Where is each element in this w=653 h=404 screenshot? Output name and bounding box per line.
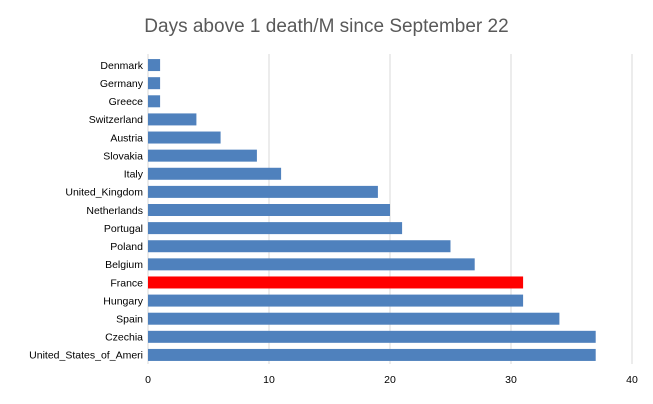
category-label: Spain	[116, 314, 143, 326]
bar-belgium	[148, 258, 475, 271]
category-label: Netherlands	[86, 205, 143, 217]
category-labels: Denmark Germany Greece Switzerland Austria Sl…	[29, 60, 144, 362]
category-label: Germany	[100, 78, 144, 90]
category-label: Portugal	[104, 223, 143, 235]
bar-denmark	[148, 59, 161, 72]
bar-germany	[148, 77, 161, 90]
bar-austria	[148, 131, 221, 144]
bar-czechia	[148, 330, 596, 343]
bar-italy	[148, 167, 282, 180]
bar-netherlands	[148, 204, 390, 216]
bar-hungary	[148, 294, 524, 307]
x-tick-label: 20	[384, 374, 396, 386]
category-label: Czechia	[105, 332, 143, 344]
x-tick-label: 40	[626, 374, 638, 386]
bars	[148, 59, 596, 361]
bar-spain	[148, 312, 560, 325]
x-tick-label: 30	[505, 374, 517, 386]
bar-france	[148, 276, 524, 289]
category-label: Belgium	[105, 259, 143, 271]
category-label: Poland	[110, 241, 143, 253]
category-label: Denmark	[100, 60, 143, 72]
bar-switzerland	[148, 113, 197, 126]
category-label: Greece	[109, 96, 144, 108]
category-label: Italy	[124, 169, 144, 181]
bar-united_states_of_ameri	[148, 348, 596, 361]
chart-title: Days above 1 death/M since September 22	[144, 16, 509, 37]
bar-poland	[148, 240, 451, 253]
x-tick-labels: 0 10 20 30 40	[145, 374, 638, 386]
bar-slovakia	[148, 149, 257, 162]
category-label: Austria	[110, 132, 143, 144]
category-label: Hungary	[103, 295, 143, 307]
bar-greece	[148, 95, 161, 108]
x-tick-label: 10	[263, 374, 275, 386]
category-label: United_Kingdom	[65, 187, 143, 199]
bar-portugal	[148, 222, 403, 235]
category-label: Switzerland	[89, 114, 143, 126]
category-label: Slovakia	[103, 150, 143, 162]
x-tick-label: 0	[145, 374, 151, 386]
category-label: United_States_of_Ameri	[29, 350, 143, 362]
category-label: France	[110, 277, 143, 289]
bar-united_kingdom	[148, 185, 378, 198]
